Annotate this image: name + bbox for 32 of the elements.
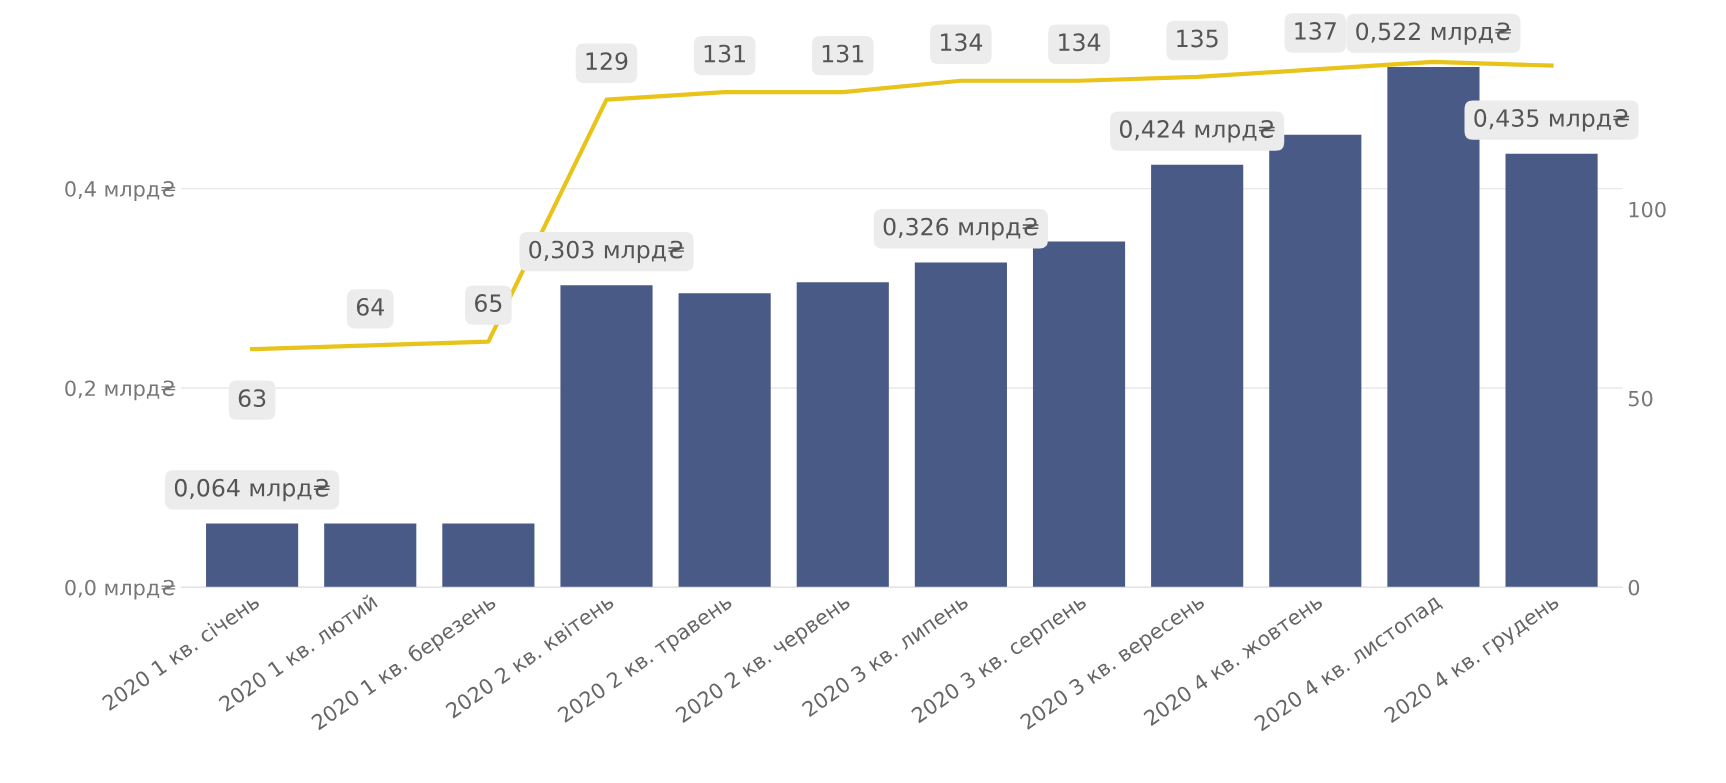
bar: [1505, 153, 1598, 588]
data-label: 65: [475, 294, 502, 312]
y2-tick-label: 0: [1628, 579, 1640, 596]
bar: [914, 262, 1007, 588]
bar: [1151, 164, 1244, 588]
y2-tick-label: 100: [1629, 201, 1666, 218]
data-label: 63: [238, 389, 266, 408]
data-label: 0,435 млрд₴: [1474, 109, 1630, 132]
data-label: 134: [940, 33, 983, 52]
y-tick-label: 0,0 млрд₴: [65, 579, 176, 600]
bar: [206, 523, 299, 588]
bar: [1032, 241, 1126, 588]
data-label: 129: [586, 52, 628, 71]
bar: [796, 282, 889, 588]
data-label: 131: [822, 44, 864, 63]
data-label: 0,064 млрд₴: [174, 478, 330, 502]
data-label: 0,522 млрд₴: [1356, 22, 1511, 45]
data-label: 134: [1059, 33, 1101, 52]
data-label: 135: [1177, 29, 1218, 48]
data-label: 64: [356, 297, 384, 316]
data-label: 0,326 млрд₴: [883, 217, 1039, 241]
data-label: 137: [1295, 21, 1336, 40]
bar: [678, 293, 771, 588]
bar: [324, 523, 417, 588]
bar: [442, 523, 535, 588]
y-tick-label: 0,2 млрд₴: [65, 380, 176, 401]
data-label: 131: [704, 44, 745, 63]
data-label: 0,424 млрд₴: [1119, 120, 1275, 143]
bar: [560, 285, 653, 588]
y-tick-label: 0,4 млрд₴: [65, 181, 176, 201]
y2-tick-label: 50: [1628, 390, 1653, 407]
data-label: 0,303 млрд₴: [529, 240, 684, 264]
